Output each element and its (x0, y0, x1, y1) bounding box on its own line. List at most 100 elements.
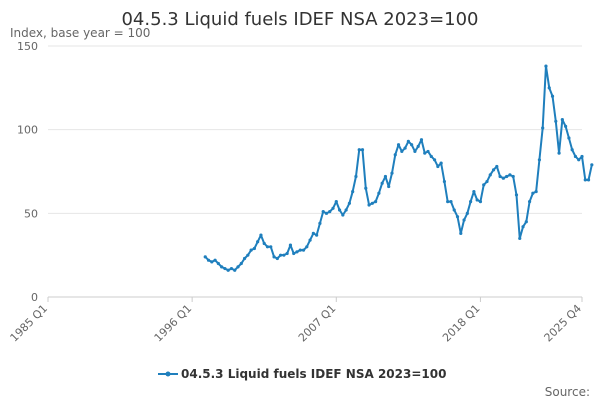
data-point[interactable] (495, 164, 499, 169)
data-point[interactable] (344, 208, 348, 212)
data-point[interactable] (554, 119, 558, 123)
data-point[interactable] (337, 208, 342, 212)
data-point[interactable] (580, 154, 584, 159)
data-point[interactable] (439, 161, 443, 165)
data-point[interactable] (393, 153, 397, 157)
data-point[interactable] (469, 200, 473, 204)
data-point[interactable] (318, 221, 322, 225)
data-point[interactable] (396, 143, 401, 147)
data-point[interactable] (403, 146, 407, 150)
data-point[interactable] (360, 148, 365, 152)
data-point[interactable] (452, 208, 456, 212)
data-point[interactable] (557, 151, 561, 155)
data-point[interactable] (223, 266, 227, 271)
data-point[interactable] (573, 154, 578, 159)
data-point[interactable] (482, 183, 486, 187)
data-point[interactable] (534, 189, 538, 194)
data-point[interactable] (367, 203, 371, 207)
data-point[interactable] (410, 143, 414, 147)
data-point[interactable] (475, 198, 479, 202)
data-point[interactable] (547, 86, 551, 90)
data-point[interactable] (419, 138, 424, 142)
data-point[interactable] (321, 210, 325, 214)
data-point[interactable] (249, 248, 253, 252)
data-point[interactable] (364, 186, 368, 190)
data-point[interactable] (432, 158, 437, 162)
data-point[interactable] (527, 200, 532, 204)
data-point[interactable] (311, 231, 315, 236)
data-point[interactable] (429, 154, 433, 159)
data-point[interactable] (400, 149, 404, 154)
data-point[interactable] (269, 245, 273, 249)
data-point[interactable] (301, 248, 306, 252)
data-point[interactable] (216, 261, 220, 266)
data-point[interactable] (514, 193, 519, 197)
data-point[interactable] (570, 148, 574, 152)
data-point[interactable] (380, 181, 384, 185)
data-point[interactable] (383, 174, 388, 179)
data-point[interactable] (331, 206, 335, 210)
data-point[interactable] (505, 174, 509, 179)
data-point[interactable] (583, 178, 587, 182)
data-point[interactable] (259, 233, 263, 237)
data-point[interactable] (442, 179, 446, 184)
data-point[interactable] (252, 246, 256, 251)
data-point[interactable] (436, 164, 440, 169)
data-point[interactable] (491, 168, 496, 172)
data-point[interactable] (351, 189, 355, 194)
data-point[interactable] (511, 174, 515, 179)
data-point[interactable] (590, 163, 594, 167)
data-point[interactable] (292, 251, 296, 256)
data-point[interactable] (478, 200, 483, 204)
data-point[interactable] (446, 200, 450, 204)
data-point[interactable] (485, 179, 489, 184)
data-point[interactable] (236, 265, 240, 269)
data-point[interactable] (531, 191, 535, 195)
data-point[interactable] (586, 178, 591, 182)
data-point[interactable] (275, 256, 279, 261)
data-point[interactable] (577, 158, 581, 162)
data-point[interactable] (347, 201, 351, 205)
data-point[interactable] (423, 151, 427, 155)
data-point[interactable] (262, 241, 266, 246)
data-point[interactable] (210, 260, 214, 264)
data-point[interactable] (377, 191, 381, 195)
data-point[interactable] (354, 174, 358, 179)
data-point[interactable] (298, 248, 302, 252)
data-point[interactable] (462, 218, 466, 222)
data-point[interactable] (508, 173, 512, 177)
data-point[interactable] (206, 258, 211, 262)
data-point[interactable] (544, 64, 548, 68)
data-point[interactable] (288, 243, 293, 247)
data-point[interactable] (357, 148, 361, 152)
data-point[interactable] (282, 253, 286, 257)
data-point[interactable] (374, 200, 378, 204)
data-point[interactable] (564, 124, 568, 128)
data-point[interactable] (305, 245, 309, 249)
data-point[interactable] (550, 94, 555, 98)
data-point[interactable] (406, 139, 410, 143)
data-point[interactable] (265, 245, 270, 249)
data-point[interactable] (285, 251, 289, 256)
data-point[interactable] (387, 184, 391, 189)
data-point[interactable] (524, 220, 528, 224)
data-point[interactable] (488, 173, 492, 177)
data-point[interactable] (213, 258, 217, 262)
data-point[interactable] (256, 240, 260, 244)
data-point[interactable] (233, 268, 237, 272)
data-point[interactable] (272, 255, 276, 259)
data-point[interactable] (567, 136, 571, 140)
data-point[interactable] (521, 225, 525, 229)
data-point[interactable] (449, 200, 453, 204)
data-point[interactable] (279, 253, 283, 257)
legend[interactable]: 04.5.3 Liquid fuels IDEF NSA 2023=100 (158, 367, 446, 381)
data-point[interactable] (426, 149, 430, 154)
data-point[interactable] (465, 211, 469, 215)
data-point[interactable] (246, 253, 250, 257)
data-point[interactable] (242, 256, 247, 261)
data-point[interactable] (334, 200, 338, 204)
data-point[interactable] (390, 171, 394, 175)
data-point[interactable] (328, 210, 332, 214)
data-point[interactable] (518, 236, 522, 241)
data-point[interactable] (455, 215, 460, 219)
